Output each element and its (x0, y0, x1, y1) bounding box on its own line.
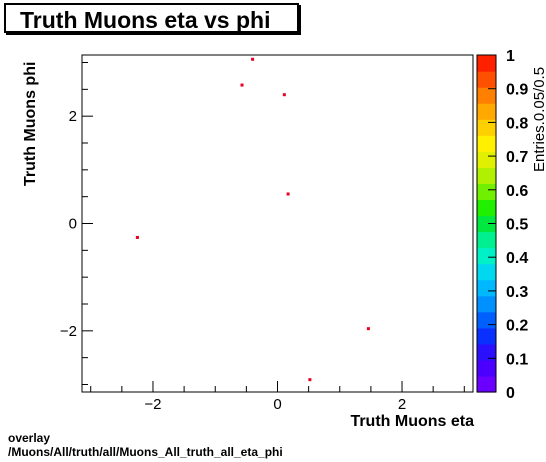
y-tick-label: −2 (60, 323, 77, 340)
colorbar-band (477, 327, 496, 345)
colorbar-band (477, 135, 496, 152)
colorbar-band (477, 87, 496, 104)
colorbar-band (477, 311, 496, 329)
colorbar-tick-label: 0.6 (506, 183, 528, 200)
y-tick-label: 0 (69, 216, 77, 233)
colorbar-band (477, 343, 496, 361)
y-tick-label: 2 (69, 108, 77, 125)
colorbar-band (477, 151, 496, 168)
colorbar-band (477, 199, 496, 217)
colorbar-band (477, 183, 496, 201)
chart-title: Truth Muons eta vs phi (20, 7, 271, 33)
colorbar-band (477, 247, 496, 265)
colorbar-tick-label: 0.2 (506, 318, 528, 335)
colorbar-tick-label: 0.5 (506, 217, 528, 234)
footer: overlay /Muons/All/truth/all/Muons_All_t… (8, 431, 283, 459)
colorbar-band (477, 71, 496, 88)
data-point (251, 57, 255, 61)
x-tick-label: −2 (144, 396, 161, 413)
y-axis-ticks: −2 0 2 (60, 62, 93, 385)
colorbar-band (477, 295, 496, 313)
data-point (366, 327, 370, 331)
colorbar-tick-label: 0.1 (506, 351, 528, 368)
y-axis-label: Truth Muons phi (22, 62, 39, 186)
colorbar-tick-label: 0 (506, 385, 515, 402)
colorbar-tick-label: 0.9 (506, 82, 528, 99)
colorbar-tick-label: 0.7 (506, 149, 528, 166)
colorbar-band (477, 215, 496, 233)
colorbar-band (477, 119, 496, 136)
colorbar-tick-label: 0.8 (506, 115, 528, 132)
x-axis-ticks: −2 0 2 (90, 381, 465, 413)
colorbar-band (477, 103, 496, 120)
x-tick-label: 2 (398, 396, 406, 413)
colorbar-tick-label: 0.3 (506, 284, 528, 301)
data-point (286, 192, 290, 196)
colorbar-band (477, 263, 496, 281)
footer-path: /Muons/All/truth/all/Muons_All_truth_all… (8, 445, 283, 459)
colorbar-band (477, 359, 496, 377)
plot-frame (81, 54, 474, 393)
colorbar-label: Entries.0.05/0.5 (531, 67, 546, 172)
colorbar-band (477, 167, 496, 184)
data-point (282, 93, 286, 97)
data-point (240, 83, 244, 87)
colorbar-band (477, 231, 496, 249)
data-point (308, 378, 312, 382)
data-point (135, 235, 139, 239)
data-points (135, 57, 370, 382)
colorbar: 0 0.1 0.2 0.3 0.4 0.5 0.6 0.7 0.8 0.9 1 (476, 48, 528, 402)
footer-line-1: overlay (8, 431, 51, 445)
colorbar-tick-label: 1 (506, 48, 515, 65)
x-tick-label: 0 (273, 396, 281, 413)
title-box: Truth Muons eta vs phi (4, 3, 299, 33)
colorbar-band (477, 279, 496, 297)
colorbar-tick-label: 0.4 (506, 250, 528, 267)
colorbar-band (477, 55, 496, 72)
colorbar-band (477, 375, 496, 393)
x-axis-label: Truth Muons eta (350, 413, 474, 430)
